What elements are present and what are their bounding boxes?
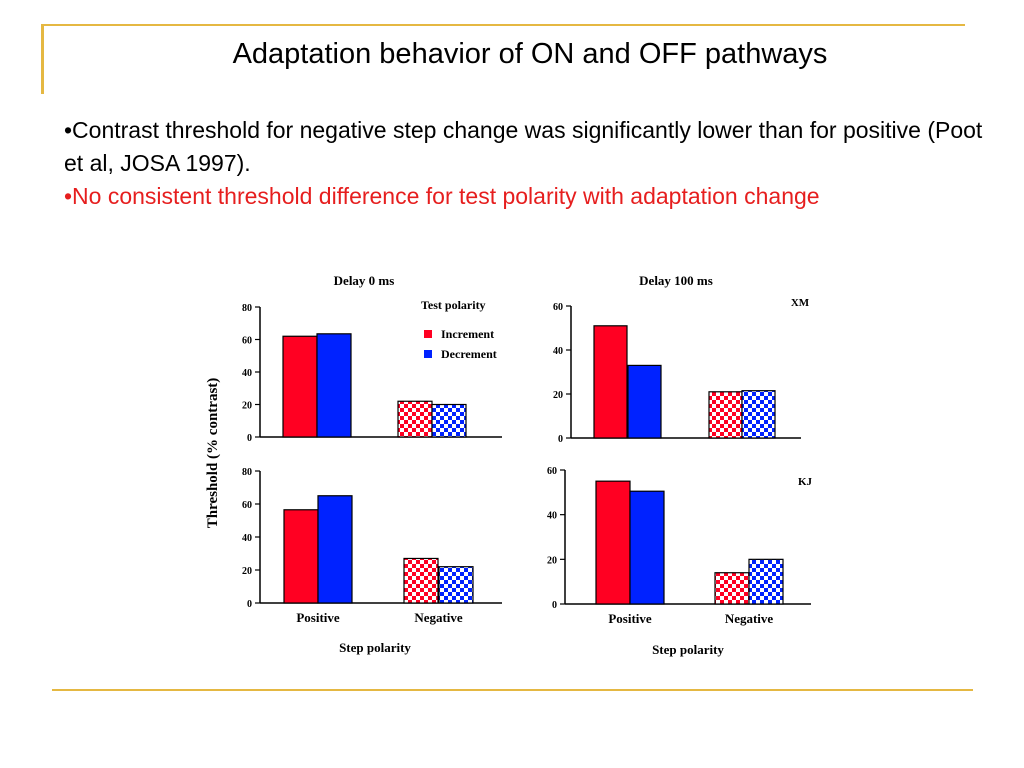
- y-tick-label: 20: [242, 401, 252, 412]
- bar-decrement-positive: [629, 490, 665, 605]
- y-tick-label: 20: [553, 390, 563, 401]
- y-tick-label: 40: [242, 368, 252, 379]
- panel-title: Delay 0 ms: [334, 273, 395, 288]
- bar-increment-negative: [403, 557, 439, 604]
- chart-panel-1: Delay 0 ms 0 20 40 60 80: [242, 273, 502, 444]
- subject-label: KJ: [798, 476, 813, 488]
- bar-decrement-positive: [316, 333, 352, 438]
- bar-decrement-negative: [748, 558, 784, 605]
- y-tick-label: 60: [242, 500, 252, 511]
- bar-decrement-positive: [317, 495, 353, 604]
- panel-title: Delay 100 ms: [639, 273, 713, 288]
- y-tick-label: 80: [242, 303, 252, 314]
- bar-increment-positive: [595, 480, 631, 605]
- x-tick-label-positive: Positive: [608, 611, 652, 626]
- y-tick-label: 40: [242, 533, 252, 544]
- bullet-contrast-threshold: •Contrast threshold for negative step ch…: [64, 117, 983, 176]
- chart-panel-2: Delay 100 ms XM 0 20 40 60: [553, 273, 810, 445]
- y-tick-label: 60: [547, 466, 557, 477]
- slide-title: Adaptation behavior of ON and OFF pathwa…: [232, 38, 828, 70]
- x-tick-label-negative: Negative: [725, 611, 774, 626]
- legend-title: Test polarity: [421, 298, 486, 312]
- y-tick-label: 40: [547, 511, 557, 522]
- bar-decrement-negative: [431, 403, 467, 438]
- y-axis-label: Threshold (% contrast): [205, 378, 221, 529]
- y-tick-label: 0: [247, 599, 252, 610]
- bar-increment-negative: [397, 400, 433, 438]
- bar-decrement-positive: [627, 364, 662, 439]
- y-tick-label: 40: [553, 346, 563, 357]
- bar-increment-positive: [593, 325, 628, 439]
- legend-swatch-decrement: [424, 350, 432, 358]
- legend-swatch-increment: [424, 330, 432, 338]
- legend-label-increment: Increment: [441, 327, 494, 341]
- y-tick-label: 60: [242, 336, 252, 347]
- x-tick-label-negative: Negative: [414, 610, 463, 625]
- y-tick-label: 0: [558, 434, 563, 445]
- subject-label: XM: [791, 297, 810, 309]
- y-tick-label: 0: [552, 600, 557, 611]
- accent-line-top: [41, 24, 965, 26]
- bar-increment-positive: [282, 335, 318, 438]
- bar-increment-positive: [283, 509, 319, 604]
- y-tick-label: 0: [247, 433, 252, 444]
- bullet-test-polarity: •No consistent threshold difference for …: [64, 183, 820, 209]
- chart-panel-3: 0 20 40 60 80 Positive Negative: [242, 467, 502, 625]
- bullet-list: •Contrast threshold for negative step ch…: [64, 114, 994, 213]
- chart-panels: Delay 0 ms 0 20 40 60 80 Delay 100 ms XM 0 20 40 60…: [242, 273, 813, 626]
- y-tick-label: 80: [242, 467, 252, 478]
- x-axis-label-right: Step polarity: [652, 642, 724, 657]
- y-tick-label: 20: [242, 566, 252, 577]
- accent-line-bottom: [52, 689, 973, 691]
- bar-decrement-negative: [741, 390, 776, 439]
- y-tick-label: 20: [547, 555, 557, 566]
- legend: Test polarity Increment Decrement: [421, 298, 497, 361]
- bar-increment-negative: [708, 391, 743, 439]
- chart-panel-4: KJ 0 20 40 60 Positive Negative: [547, 466, 813, 626]
- y-tick-label: 60: [553, 302, 563, 313]
- accent-line-left: [41, 24, 44, 94]
- bar-increment-negative: [714, 572, 750, 605]
- bar-decrement-negative: [438, 566, 474, 604]
- x-tick-label-positive: Positive: [296, 610, 340, 625]
- legend-label-decrement: Decrement: [441, 347, 497, 361]
- x-axis-label-left: Step polarity: [339, 640, 411, 655]
